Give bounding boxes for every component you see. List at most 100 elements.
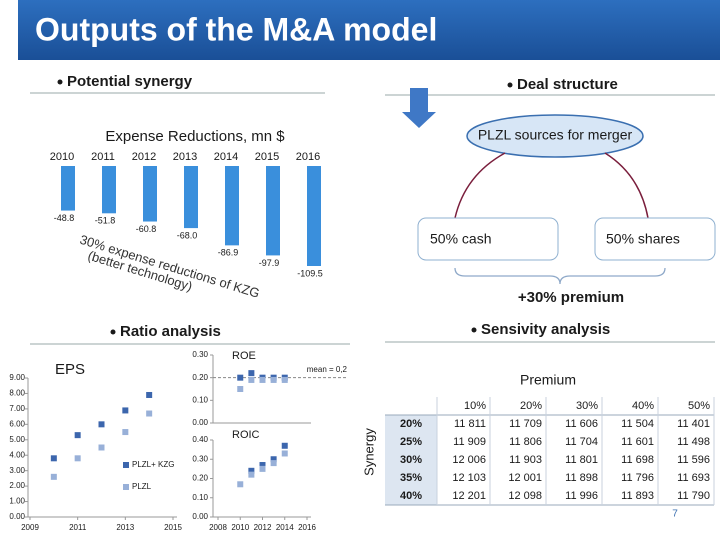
bar [102, 166, 116, 214]
column-header: 40% [632, 400, 654, 412]
table-cell: 12 001 [508, 472, 542, 484]
chart-title: Expense Reductions, mn $ [105, 128, 285, 145]
premium-label: +30% premium [518, 289, 624, 306]
y-tick-label: 0.40 [192, 435, 208, 444]
table-cell: 11 601 [621, 436, 654, 448]
y-tick-label: 0.00 [192, 512, 208, 521]
point [146, 391, 153, 398]
data-label: -97.9 [259, 258, 280, 268]
arrow [402, 88, 436, 128]
table-cell: 11 709 [509, 418, 542, 430]
point [74, 455, 81, 462]
section-header: Ratio analysis [120, 323, 221, 340]
x-tick-label: 2016 [296, 151, 320, 163]
data-label: -51.8 [95, 216, 116, 226]
point [237, 374, 244, 381]
table-cell: 11 698 [621, 454, 654, 466]
y-tick-label: 5.00 [9, 435, 25, 444]
data-label: -86.9 [218, 248, 239, 258]
table-cell: 11 996 [565, 490, 598, 502]
chart-title: EPS [55, 361, 85, 378]
point [98, 421, 105, 428]
point [248, 467, 255, 474]
x-tick-label: 2009 [21, 523, 39, 532]
row-header: 20% [400, 418, 422, 430]
x-tick-label: 2011 [91, 151, 115, 163]
data-label: -60.8 [136, 224, 157, 234]
point [248, 370, 255, 377]
table-cell: 12 098 [508, 490, 542, 502]
point [50, 473, 57, 480]
point [270, 456, 277, 463]
row-header: 25% [400, 436, 422, 448]
y-tick-label: 6.00 [9, 419, 25, 428]
point [259, 462, 266, 469]
y-tick-label: 0.30 [192, 350, 208, 359]
node-label: 50% cash [430, 231, 491, 247]
bullet [471, 327, 477, 333]
section-header: Sensivity analysis [481, 321, 610, 338]
x-tick-label: 2014 [276, 523, 294, 532]
y-tick-label: 0.00 [192, 418, 208, 427]
y-tick-label: 7.00 [9, 404, 25, 413]
table-row-title: Synergy [361, 428, 376, 476]
point [122, 407, 129, 414]
column-header: 10% [464, 400, 486, 412]
row-header: 30% [400, 454, 422, 466]
chart-title: ROIC [232, 429, 260, 441]
legend-label: PLZL+ KZG [132, 460, 174, 469]
table-cell: 11 806 [509, 436, 542, 448]
diagram-node [466, 114, 644, 158]
column-header: 30% [576, 400, 598, 412]
brace [454, 267, 666, 285]
data-label: -48.8 [54, 213, 75, 223]
table-cell: 11 893 [621, 490, 654, 502]
row-header: 40% [400, 490, 422, 502]
node-label: 50% shares [606, 231, 680, 247]
mean-label: mean = 0,2 [307, 365, 348, 374]
legend-marker [123, 462, 129, 468]
slide-title: Outputs of the M&A model [35, 11, 437, 47]
point [281, 450, 288, 457]
section-header: Deal structure [517, 76, 618, 93]
y-tick-label: 4.00 [9, 450, 25, 459]
y-tick-label: 8.00 [9, 389, 25, 398]
node-label: PLZL sources for merger [478, 127, 633, 143]
y-tick-label: 0.10 [192, 395, 208, 404]
table-cell: 11 704 [565, 436, 598, 448]
x-tick-label: 2010 [231, 523, 249, 532]
table-cell: 11 504 [621, 418, 654, 430]
table-column-title: Premium [520, 372, 576, 388]
page-number: 7 [672, 509, 678, 520]
point [122, 429, 129, 436]
point [237, 386, 244, 392]
point [270, 460, 277, 467]
diagram-node [594, 217, 716, 261]
y-tick-label: 9.00 [9, 373, 25, 382]
table-cell: 11 903 [509, 454, 542, 466]
legend-marker [123, 484, 129, 490]
point [50, 455, 57, 462]
table-cell: 12 006 [452, 454, 486, 466]
bar [307, 166, 321, 266]
table-cell: 11 801 [565, 454, 598, 466]
table-cell: 11 606 [565, 418, 598, 430]
x-tick-label: 2013 [116, 523, 134, 532]
x-tick-label: 2015 [255, 151, 279, 163]
x-tick-label: 2016 [298, 523, 316, 532]
x-tick-label: 2014 [214, 151, 238, 163]
point [146, 410, 153, 417]
y-tick-label: 0.20 [192, 474, 208, 483]
bar [184, 166, 198, 229]
point [270, 376, 277, 383]
bullet [110, 329, 116, 335]
y-tick-label: 1.00 [9, 497, 25, 506]
point [248, 471, 255, 478]
bullet [57, 79, 63, 85]
point [259, 465, 266, 472]
x-tick-label: 2012 [254, 523, 272, 532]
y-tick-label: 0.30 [192, 454, 208, 463]
table-cell: 11 909 [453, 436, 486, 448]
point [237, 481, 244, 488]
